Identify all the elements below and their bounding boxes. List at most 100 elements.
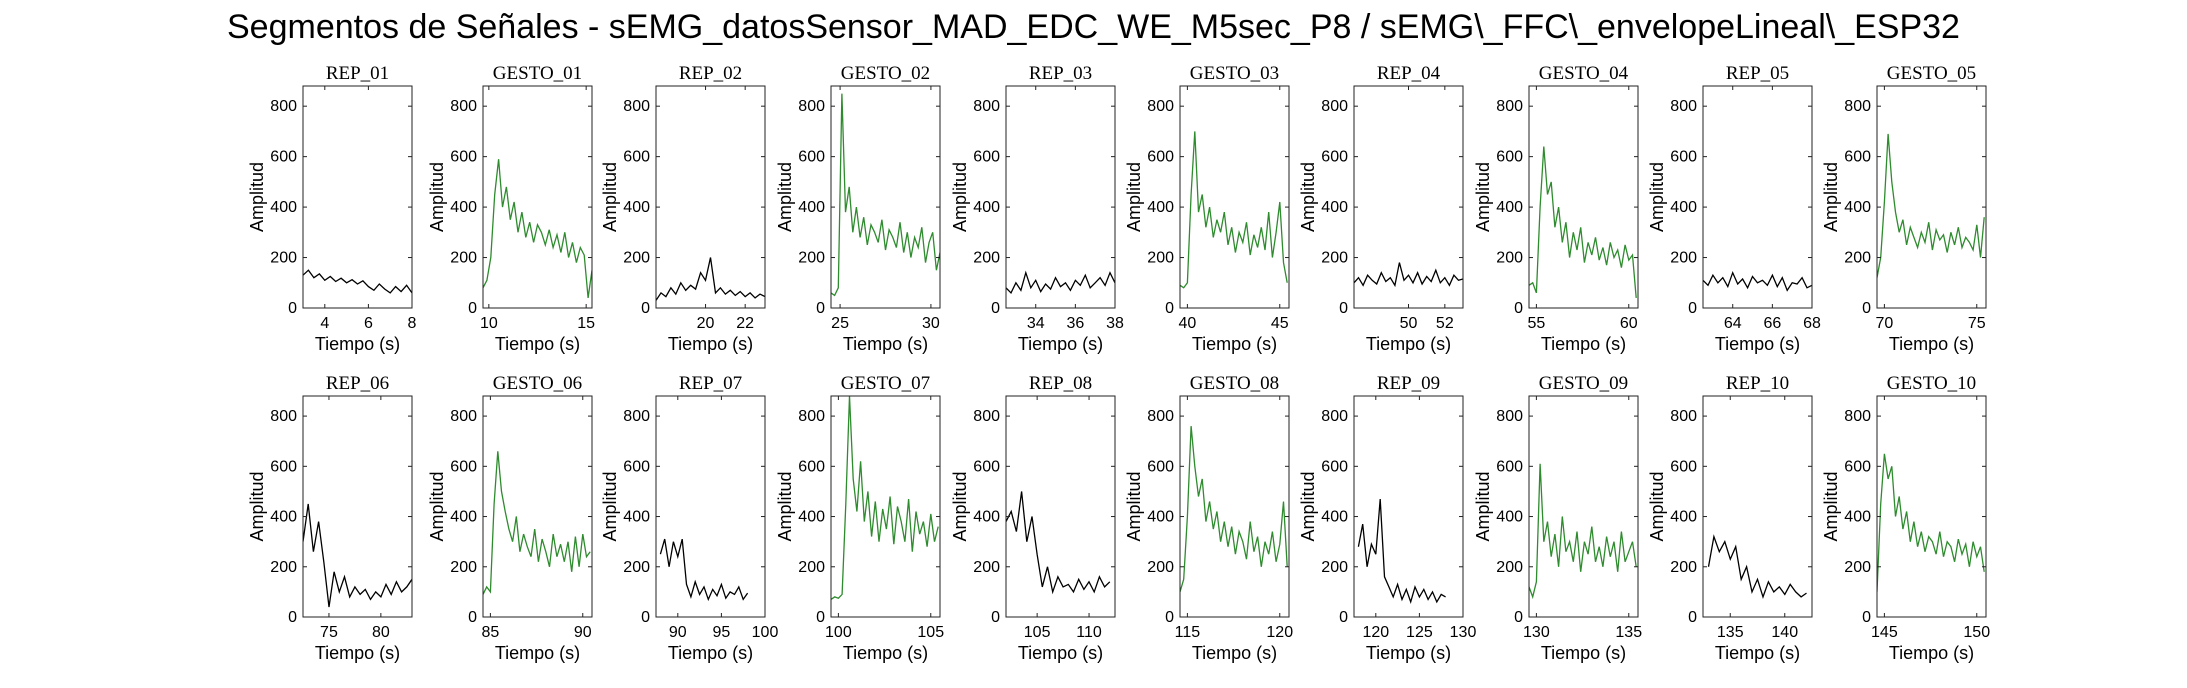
signal-line bbox=[1006, 270, 1115, 295]
y-tick-label: 0 bbox=[816, 609, 825, 626]
y-tick-label: 200 bbox=[1670, 250, 1697, 267]
y-tick-label: 200 bbox=[1496, 250, 1523, 267]
y-tick-label: 200 bbox=[623, 250, 650, 267]
subplot-rep-05: 0 200 400 600 800 64 66 68 REP_05 Tiempo (s) Ampli… bbox=[1647, 63, 1821, 354]
subplot-gesto-06: 0 200 400 600 800 85 90 GESTO_06 Tiempo (s) Ampli… bbox=[427, 373, 593, 663]
y-axis-label: Amplitud bbox=[775, 162, 795, 232]
y-tick-label: 0 bbox=[1514, 609, 1523, 626]
x-axis-label: Tiempo (s) bbox=[495, 334, 580, 354]
y-tick-label: 0 bbox=[468, 300, 477, 317]
y-tick-label: 200 bbox=[270, 559, 297, 576]
y-axis-label: Amplitud bbox=[1298, 162, 1318, 232]
y-tick-label: 400 bbox=[1496, 509, 1523, 526]
y-tick-label: 600 bbox=[623, 458, 650, 475]
x-tick-label: 140 bbox=[1771, 624, 1798, 641]
x-tick-label: 120 bbox=[1362, 624, 1389, 641]
y-tick-label: 600 bbox=[1670, 149, 1697, 166]
y-tick-label: 0 bbox=[288, 609, 297, 626]
x-axis-label: Tiempo (s) bbox=[1192, 334, 1277, 354]
subplot-rep-04: 0 200 400 600 800 50 52 REP_04 Tiempo (s) Amplitu… bbox=[1298, 63, 1464, 354]
axes-box bbox=[830, 85, 941, 309]
subplot-gesto-09: 0 200 400 600 800 130 135 GESTO_09 Tiempo (s) Amp… bbox=[1473, 373, 1642, 663]
y-tick-label: 0 bbox=[1514, 300, 1523, 317]
y-tick-label: 400 bbox=[450, 509, 477, 526]
x-axis-label: Tiempo (s) bbox=[843, 643, 928, 663]
x-tick-label: 115 bbox=[1175, 624, 1201, 641]
subplot-rep-06: 0 200 400 600 800 75 80 REP_06 Tiempo (s) Amplitu… bbox=[247, 373, 413, 663]
y-tick-label: 400 bbox=[1147, 199, 1174, 216]
y-tick-label: 400 bbox=[1670, 509, 1697, 526]
axes-box bbox=[655, 85, 766, 309]
x-tick-label: 125 bbox=[1406, 624, 1433, 641]
subplot-title: REP_06 bbox=[326, 373, 389, 394]
y-tick-label: 600 bbox=[1147, 458, 1174, 475]
x-axis-label: Tiempo (s) bbox=[1018, 643, 1103, 663]
y-tick-label: 800 bbox=[1147, 98, 1174, 115]
y-tick-label: 800 bbox=[450, 98, 477, 115]
subplot-title: REP_01 bbox=[326, 63, 389, 84]
axes-box bbox=[1702, 395, 1813, 618]
subplot-gesto-04: 0 200 400 600 800 55 60 GESTO_04 Tiempo (s) Ampli… bbox=[1473, 63, 1639, 354]
signal-line bbox=[659, 538, 749, 602]
y-tick-label: 200 bbox=[623, 559, 650, 576]
y-tick-label: 0 bbox=[1688, 609, 1697, 626]
y-tick-label: 800 bbox=[973, 98, 1000, 115]
y-tick-label: 400 bbox=[1844, 509, 1871, 526]
y-tick-label: 800 bbox=[623, 98, 650, 115]
x-axis-label: Tiempo (s) bbox=[1889, 334, 1974, 354]
x-tick-label: 95 bbox=[713, 624, 731, 641]
x-axis-label: Tiempo (s) bbox=[1715, 334, 1800, 354]
y-tick-label: 0 bbox=[1339, 300, 1348, 317]
x-tick-label: 105 bbox=[917, 624, 944, 641]
x-tick-label: 6 bbox=[364, 315, 373, 332]
x-axis-label: Tiempo (s) bbox=[315, 334, 400, 354]
y-tick-label: 200 bbox=[450, 250, 477, 267]
y-tick-label: 0 bbox=[1688, 300, 1697, 317]
x-axis-label: Tiempo (s) bbox=[1715, 643, 1800, 663]
y-tick-label: 200 bbox=[1496, 559, 1523, 576]
y-tick-label: 400 bbox=[798, 509, 825, 526]
x-tick-label: 50 bbox=[1400, 315, 1418, 332]
subplot-rep-02: 0 200 400 600 800 20 22 REP_02 Tiempo (s) Amplitu… bbox=[600, 63, 766, 354]
y-tick-label: 600 bbox=[798, 149, 825, 166]
y-tick-label: 800 bbox=[1321, 98, 1348, 115]
axes-box bbox=[1353, 395, 1464, 618]
y-axis-label: Amplitud bbox=[1821, 162, 1841, 232]
x-axis-label: Tiempo (s) bbox=[315, 643, 400, 663]
y-tick-label: 200 bbox=[1147, 250, 1174, 267]
subplot-title: GESTO_04 bbox=[1539, 63, 1629, 84]
y-tick-label: 200 bbox=[798, 250, 825, 267]
y-tick-label: 400 bbox=[1321, 509, 1348, 526]
x-tick-label: 4 bbox=[320, 315, 329, 332]
x-axis-label: Tiempo (s) bbox=[1018, 334, 1103, 354]
y-tick-label: 600 bbox=[450, 149, 477, 166]
subplot-gesto-08: 0 200 400 600 800 115 120 GESTO_08 Tiempo (s) Amp… bbox=[1124, 373, 1293, 663]
signal-line bbox=[1180, 131, 1288, 289]
x-tick-label: 80 bbox=[372, 624, 390, 641]
y-axis-label: Amplitud bbox=[1124, 162, 1144, 232]
y-tick-label: 600 bbox=[973, 458, 1000, 475]
subplot-title: REP_08 bbox=[1029, 373, 1092, 394]
y-tick-label: 600 bbox=[1670, 458, 1697, 475]
subplot-title: REP_09 bbox=[1377, 373, 1440, 394]
y-axis-label: Amplitud bbox=[1821, 471, 1841, 541]
x-tick-label: 36 bbox=[1066, 315, 1084, 332]
axes-box bbox=[1005, 85, 1116, 309]
signal-line bbox=[656, 257, 765, 301]
y-axis-label: Amplitud bbox=[427, 471, 447, 541]
y-tick-label: 0 bbox=[1165, 609, 1174, 626]
subplot-rep-08: 0 200 400 600 800 105 110 REP_08 Tiempo (s) Ampli… bbox=[950, 373, 1116, 663]
signal-line bbox=[1877, 133, 1985, 278]
subplot-title: REP_07 bbox=[679, 373, 742, 394]
x-tick-label: 30 bbox=[922, 315, 940, 332]
signal-line bbox=[1006, 491, 1111, 595]
y-tick-label: 400 bbox=[623, 509, 650, 526]
y-tick-label: 400 bbox=[798, 199, 825, 216]
y-tick-label: 0 bbox=[991, 609, 1000, 626]
y-tick-label: 800 bbox=[450, 408, 477, 425]
y-tick-label: 400 bbox=[973, 509, 1000, 526]
axes-box bbox=[1702, 85, 1813, 309]
subplot-title: REP_03 bbox=[1029, 63, 1092, 84]
y-tick-label: 600 bbox=[798, 458, 825, 475]
y-tick-label: 200 bbox=[450, 559, 477, 576]
